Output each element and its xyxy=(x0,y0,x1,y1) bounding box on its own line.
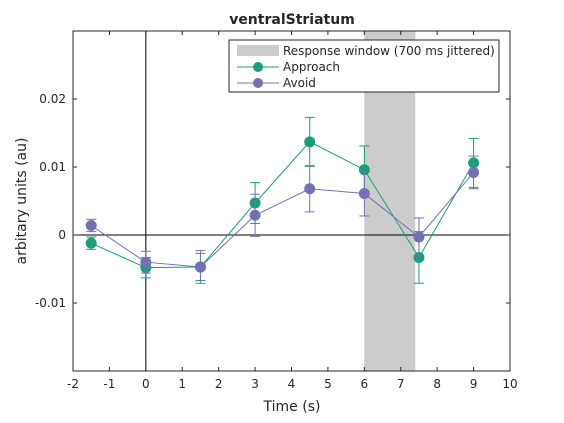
y-tick-label: 0 xyxy=(58,228,66,242)
x-tick-label: 1 xyxy=(178,377,186,391)
x-tick-label: 0 xyxy=(142,377,150,391)
y-tick-label: -0.01 xyxy=(35,296,66,310)
data-point xyxy=(304,136,316,148)
data-point xyxy=(358,188,370,200)
data-point xyxy=(194,261,206,273)
data-point xyxy=(85,219,97,231)
series-line-approach xyxy=(90,141,475,269)
data-point xyxy=(413,231,425,243)
data-point xyxy=(140,256,152,268)
x-tick-label: 8 xyxy=(433,377,441,391)
data-point xyxy=(304,183,316,195)
x-tick-label: -1 xyxy=(103,377,115,391)
data-point xyxy=(249,209,261,221)
x-tick-label: 9 xyxy=(470,377,478,391)
x-tick-label: -2 xyxy=(67,377,79,391)
x-tick-label: 6 xyxy=(361,377,369,391)
y-axis-label: arbitary units (au) xyxy=(14,138,30,265)
x-tick-label: 4 xyxy=(288,377,296,391)
series-avoid xyxy=(85,155,480,284)
y-tick-label: 0.01 xyxy=(39,160,66,174)
x-axis-label: Time (s) xyxy=(263,399,321,415)
legend-marker-approach xyxy=(253,62,263,72)
chart-title: ventralStriatum xyxy=(229,12,355,28)
x-tick-label: 7 xyxy=(397,377,405,391)
data-point xyxy=(85,237,97,249)
legend-label-response-window: Response window (700 ms jittered) xyxy=(283,44,495,58)
x-tick-label: 10 xyxy=(502,377,517,391)
x-tick-label: 3 xyxy=(251,377,259,391)
series-line-avoid xyxy=(90,172,474,268)
x-tick-label: 2 xyxy=(215,377,223,391)
legend-label-avoid: Avoid xyxy=(283,76,316,90)
legend-label-approach: Approach xyxy=(283,60,340,74)
legend-marker-avoid xyxy=(253,78,263,88)
y-tick-label: 0.02 xyxy=(39,92,66,106)
legend-swatch-response-window xyxy=(237,45,279,56)
data-point xyxy=(468,166,480,178)
x-tick-label: 5 xyxy=(324,377,332,391)
